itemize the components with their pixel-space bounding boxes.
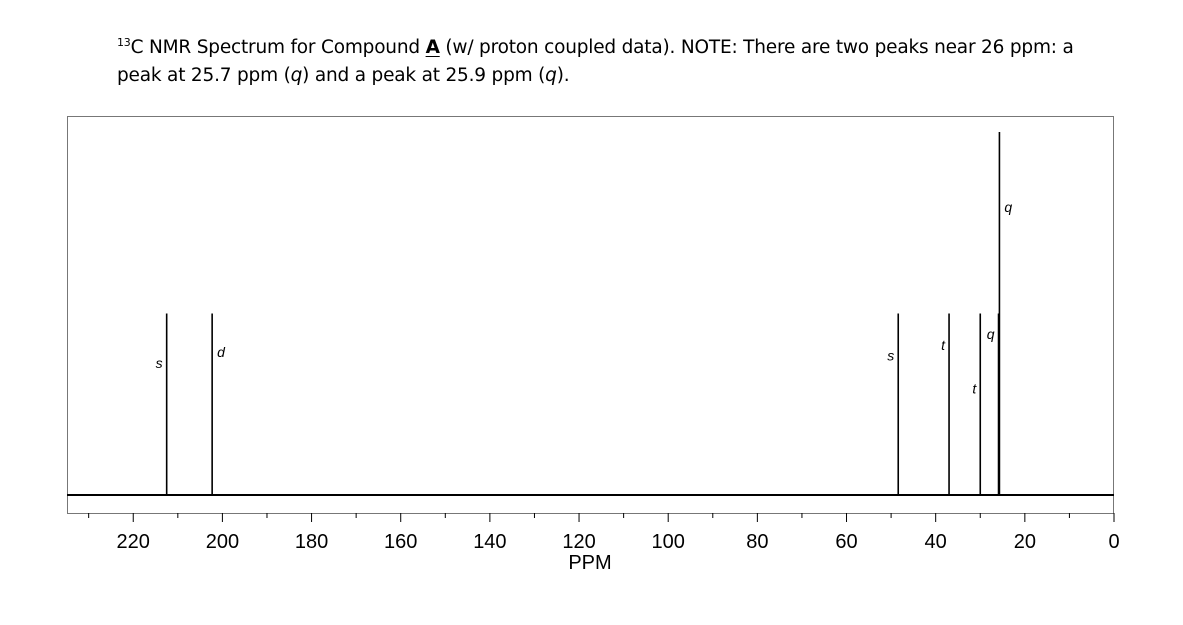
x-tick-label: 160 [384, 531, 417, 553]
x-tick-label: 40 [925, 531, 947, 553]
x-tick-label: 0 [1108, 531, 1119, 553]
peaks-group: s d s t t q q [156, 132, 1012, 495]
multiplicity-1: q [290, 65, 303, 86]
x-axis-label: PPM [568, 552, 611, 574]
spectrum-caption: 13C NMR Spectrum for Compound A (w/ prot… [117, 34, 1077, 90]
peak-multiplicity-label: q [1004, 199, 1012, 215]
x-tick-label: 60 [835, 531, 857, 553]
peak-multiplicity-label: t [972, 380, 977, 396]
x-tick-label: 120 [562, 531, 595, 553]
x-tick-label: 140 [473, 531, 506, 553]
x-tick-label: 80 [746, 531, 768, 553]
caption-text-3: ) and a peak at 25.9 ppm ( [302, 65, 546, 86]
x-axis-tick-labels: 220 200 180 160 140 120 100 80 60 40 20 0 [117, 531, 1120, 553]
peak-multiplicity-label: t [941, 337, 946, 353]
caption-text-1: C NMR Spectrum for Compound [130, 37, 426, 58]
x-tick-label: 100 [652, 531, 685, 553]
compound-label: A [425, 37, 440, 58]
x-tick-label: 20 [1014, 531, 1036, 553]
isotope-superscript: 13 [117, 36, 131, 49]
peak-multiplicity-label: s [156, 355, 163, 371]
x-axis-ticks [88, 513, 1115, 522]
caption-text-4: ). [556, 65, 570, 86]
peak-multiplicity-label: s [887, 348, 894, 364]
x-tick-label: 200 [206, 531, 239, 553]
x-tick-label: 220 [117, 531, 150, 553]
multiplicity-2: q [545, 65, 557, 86]
peak-multiplicity-label: q [987, 326, 995, 342]
plot-frame [67, 116, 1114, 514]
x-tick-label: 180 [295, 531, 328, 553]
peak-multiplicity-label: d [217, 344, 226, 360]
caption-text-2: (w/ proton coupled data). NOTE: There ar… [117, 37, 1074, 86]
